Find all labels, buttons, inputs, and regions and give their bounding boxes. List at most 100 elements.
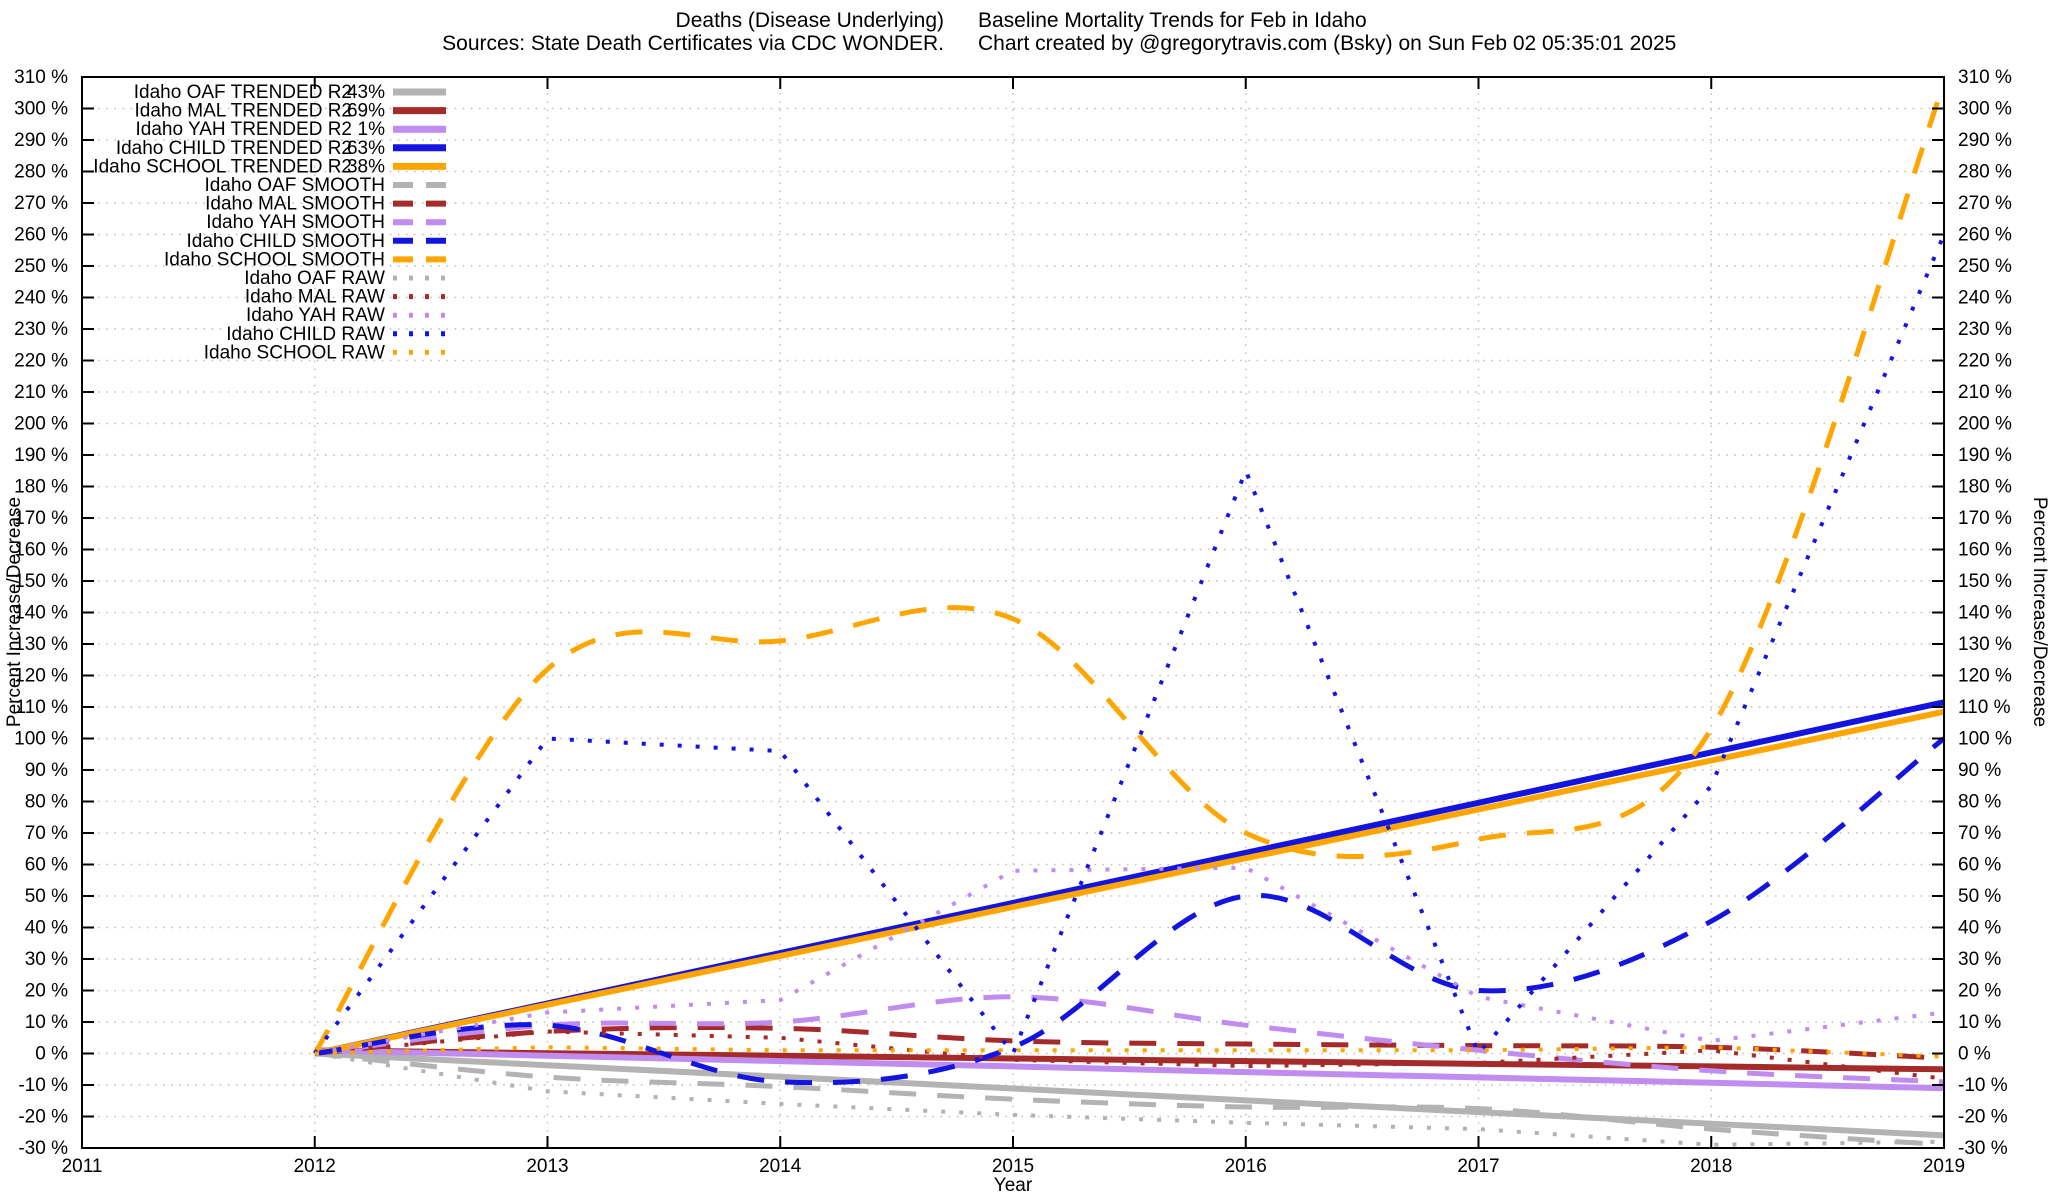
legend-r2-yah-trended: 1% (358, 119, 386, 140)
x-tick-label-2018: 2018 (1690, 1156, 1732, 1177)
legend-label-oaf-trended: Idaho OAF TRENDED R2 (134, 82, 352, 103)
y-tick-label-right-50: 50 % (1958, 886, 2001, 907)
y-tick-label-left--10: -10 % (18, 1075, 68, 1096)
y-tick-label-left-90: 90 % (25, 760, 68, 781)
y-tick-label-left-250: 250 % (14, 256, 68, 277)
legend-label-child-smooth: Idaho CHILD SMOOTH (187, 231, 386, 252)
y-axis-label-right: Percent Increase/Decrease (2029, 497, 2048, 727)
legend-label-school-raw: Idaho SCHOOL RAW (204, 342, 385, 363)
y-tick-label-right-110: 110 % (1958, 697, 2011, 718)
x-tick-label-2017: 2017 (1457, 1156, 1499, 1177)
legend-label-oaf-raw: Idaho OAF RAW (244, 268, 385, 289)
series-yah-trended-line (314, 1047, 1945, 1092)
y-tick-label-right-170: 170 % (1958, 508, 2012, 529)
x-tick-label-2019: 2019 (1923, 1156, 1965, 1177)
legend-label-yah-raw: Idaho YAH RAW (246, 305, 385, 326)
y-tick-label-right-270: 270 % (1958, 193, 2012, 214)
y-tick-label-right-240: 240 % (1958, 288, 2012, 309)
y-tick-label-right-220: 220 % (1958, 351, 2012, 372)
y-tick-label-left-290: 290 % (14, 130, 68, 151)
y-tick-label-right-230: 230 % (1958, 319, 2012, 340)
y-tick-label-left-60: 60 % (25, 855, 68, 876)
y-tick-label-left-220: 220 % (14, 351, 68, 372)
y-tick-label-left-130: 130 % (14, 634, 68, 655)
series-yah-smooth-line (314, 994, 1945, 1085)
y-tick-label-right-210: 210 % (1958, 382, 2012, 403)
series-child-raw-line (313, 233, 1946, 1058)
y-tick-label-right-120: 120 % (1958, 666, 2012, 687)
y-tick-label-left-280: 280 % (14, 162, 68, 183)
y-tick-label-left-40: 40 % (25, 918, 68, 939)
legend-label-school-trended: Idaho SCHOOL TRENDED R2 (93, 156, 352, 177)
y-tick-label-left-10: 10 % (25, 1012, 68, 1033)
x-tick-label-2013: 2013 (526, 1156, 568, 1177)
legend-label-school-smooth: Idaho SCHOOL SMOOTH (164, 249, 385, 270)
y-tick-label-left-260: 260 % (14, 225, 68, 246)
x-tick-label-2011: 2011 (62, 1156, 103, 1177)
legend-label-mal-trended: Idaho MAL TRENDED R2 (134, 101, 352, 122)
y-tick-label-left-230: 230 % (14, 319, 68, 340)
y-tick-label-left-50: 50 % (25, 886, 68, 907)
x-tick-label-2014: 2014 (759, 1156, 802, 1177)
legend-label-child-raw: Idaho CHILD RAW (226, 324, 385, 345)
plot-area: -30 % -30 % -20 % -20 % -10 % -10 % 0 % 0 % 10 %… (14, 67, 2012, 1177)
y-tick-label-left-270: 270 % (14, 193, 68, 214)
y-tick-label-left-70: 70 % (25, 823, 68, 844)
legend-r2-school-trended: 38% (347, 156, 385, 177)
y-tick-label-right-80: 80 % (1958, 792, 2001, 813)
y-tick-label-left-80: 80 % (25, 792, 68, 813)
chart-title-right: Baseline Mortality Trends for Feb in Ida… (978, 9, 1367, 32)
series-oaf-smooth-line (314, 1051, 1945, 1148)
series-school-raw-line (314, 1045, 1945, 1059)
chart-subtitle-right: Chart created by @gregorytravis.com (Bsk… (978, 32, 1676, 55)
y-tick-label-left-140: 140 % (14, 603, 68, 624)
y-tick-label-left-20: 20 % (25, 981, 68, 1002)
series-school-smooth-line (312, 82, 1947, 1055)
chart-title-left: Deaths (Disease Underlying) (676, 9, 944, 32)
legend-r2-mal-trended: 69% (347, 101, 385, 122)
y-tick-label-left-30: 30 % (25, 949, 68, 970)
y-tick-label-left-170: 170 % (14, 508, 68, 529)
y-tick-label-right-190: 190 % (1958, 445, 2012, 466)
y-tick-label-right-280: 280 % (1958, 162, 2012, 183)
y-tick-label-left-200: 200 % (14, 414, 68, 435)
y-axis-label-left: Percent Increase/Decrease (4, 497, 25, 727)
legend-label-yah-smooth: Idaho YAH SMOOTH (206, 212, 385, 233)
series-mal-raw-line (314, 1029, 1945, 1081)
y-tick-label-right-160: 160 % (1958, 540, 2012, 561)
y-tick-label-right-130: 130 % (1958, 634, 2012, 655)
y-tick-label-right-140: 140 % (1958, 603, 2012, 624)
y-tick-label-right-90: 90 % (1958, 760, 2001, 781)
y-tick-label-right-150: 150 % (1958, 571, 2012, 592)
y-tick-label-right-60: 60 % (1958, 855, 2001, 876)
y-tick-label-left-0: 0 % (35, 1044, 68, 1065)
y-tick-label-left-150: 150 % (14, 571, 68, 592)
y-tick-label-left--30: -30 % (18, 1138, 68, 1159)
y-tick-label-left-190: 190 % (14, 445, 68, 466)
y-tick-label-left-210: 210 % (14, 382, 68, 403)
y-tick-label-right-250: 250 % (1958, 256, 2012, 277)
x-tick-label-2016: 2016 (1225, 1156, 1267, 1177)
y-tick-label-left--20: -20 % (18, 1107, 68, 1128)
legend-label-oaf-smooth: Idaho OAF SMOOTH (204, 175, 385, 196)
y-tick-label-left-160: 160 % (14, 540, 68, 561)
y-tick-label-right-70: 70 % (1958, 823, 2001, 844)
y-tick-label-left-300: 300 % (14, 99, 68, 120)
y-tick-label-right-10: 10 % (1958, 1012, 2001, 1033)
y-tick-label-left-180: 180 % (14, 477, 68, 498)
y-tick-label-left-100: 100 % (14, 729, 68, 750)
series-school-trended-line (314, 708, 1945, 1057)
x-tick-label-2015: 2015 (992, 1156, 1034, 1177)
y-tick-label-right-0: 0 % (1958, 1044, 1991, 1065)
y-tick-label-right--30: -30 % (1958, 1138, 2008, 1159)
y-tick-label-right--10: -10 % (1958, 1075, 2008, 1096)
y-tick-label-right-200: 200 % (1958, 414, 2012, 435)
legend-label-child-trended: Idaho CHILD TRENDED R2 (116, 138, 352, 159)
legend-label-mal-raw: Idaho MAL RAW (245, 287, 385, 308)
y-tick-label-right-40: 40 % (1958, 918, 2001, 939)
y-tick-label-right-30: 30 % (1958, 949, 2001, 970)
y-tick-label-left-110: 110 % (16, 697, 69, 718)
chart-subtitle-left: Sources: State Death Certificates via CD… (442, 32, 944, 55)
